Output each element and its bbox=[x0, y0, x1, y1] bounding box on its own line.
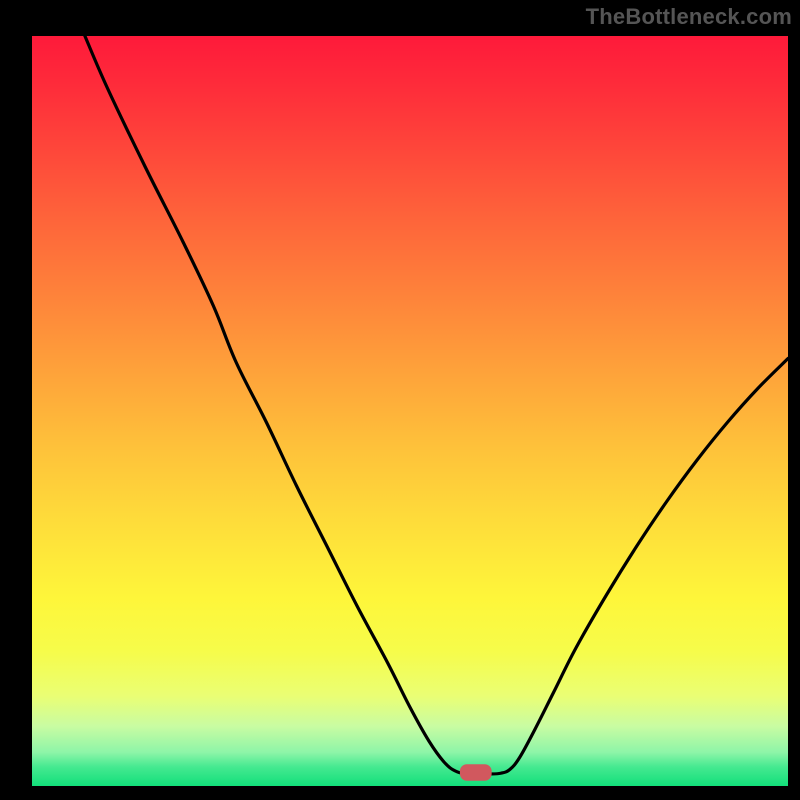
plot-background bbox=[32, 36, 788, 786]
chart-stage: TheBottleneck.com bbox=[0, 0, 800, 800]
bottleneck-chart bbox=[0, 0, 800, 800]
minimum-marker bbox=[460, 764, 492, 781]
